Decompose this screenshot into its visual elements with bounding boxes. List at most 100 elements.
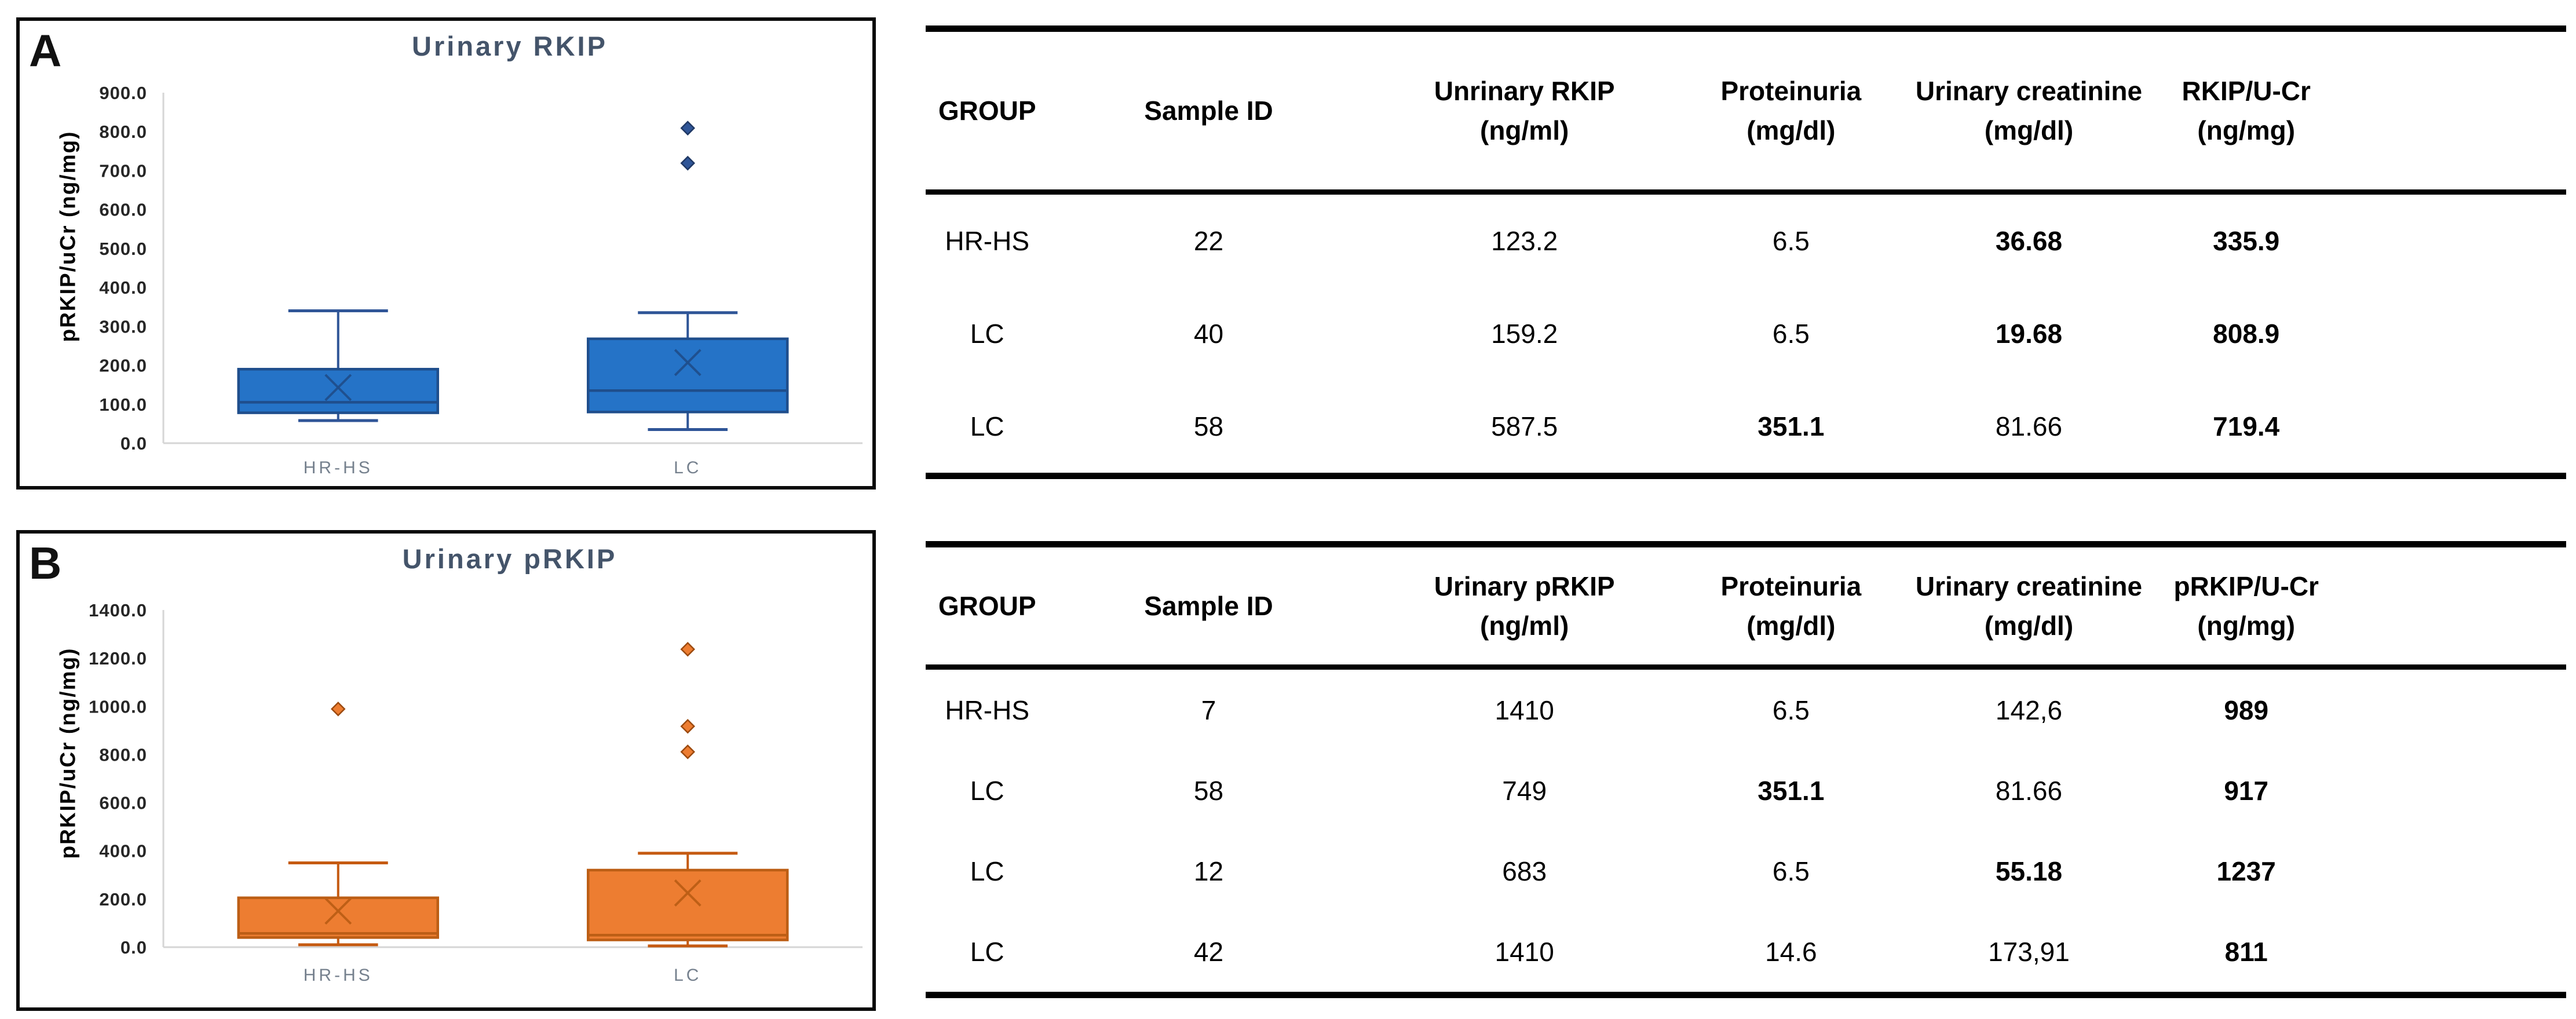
mean-marker: [674, 879, 701, 907]
table-cell: 683: [1502, 856, 1547, 886]
table-cell: 19.68: [1995, 319, 2063, 349]
table-cell: 808.9: [2213, 319, 2280, 349]
table-cell: 811: [2224, 936, 2268, 967]
table-cell: 58: [1193, 775, 1224, 806]
column-header-name: Unrinary RKIP: [1434, 76, 1615, 106]
table-cell: 42: [1193, 936, 1224, 967]
panel-label-b: B: [29, 538, 62, 589]
column-header-name: Proteinuria: [1720, 571, 1862, 601]
data-table-b: GROUP Sample ID Urinary pRKIP (ng/ml) Protei…: [926, 541, 2566, 998]
box: [587, 868, 789, 941]
column-header-name: Urinary creatinine: [1915, 76, 2143, 106]
column-header: Urinary creatinine (mg/dl): [1902, 28, 2156, 195]
table-cell: 1410: [1495, 695, 1554, 725]
table-cell: 55.18: [1995, 856, 2063, 886]
y-tick-label: 800.0: [99, 744, 147, 765]
table-cell: 40: [1193, 319, 1224, 349]
table-row: HR-HS 7 1410 6.5 142,6 989: [926, 667, 2566, 751]
column-header: GROUP: [926, 544, 1049, 670]
column-header: Proteinuria (mg/dl): [1680, 28, 1902, 195]
table-cell: LC: [970, 319, 1004, 349]
table-cell: 351.1: [1757, 775, 1825, 806]
table-b-header: GROUP Sample ID Urinary pRKIP (ng/ml) Protei…: [926, 544, 2566, 670]
y-tick-label: 700.0: [99, 160, 147, 181]
table-cell: 14.6: [1765, 936, 1817, 967]
table-cell: HR-HS: [945, 695, 1030, 725]
column-header-name: Urinary pRKIP: [1434, 571, 1615, 601]
table-cell: 36.68: [1995, 226, 2063, 256]
table-row: LC 58 587.5 351.1 81.66 719.4: [926, 380, 2566, 476]
column-header-name: Proteinuria: [1720, 76, 1862, 106]
table-cell: 749: [1502, 775, 1547, 806]
table-header-row: GROUP Sample ID Unrinary RKIP (ng/ml) Protei…: [926, 28, 2566, 195]
table-cell: 81.66: [1995, 775, 2063, 806]
table-cell: 6.5: [1772, 695, 1810, 725]
panel-label-a: A: [29, 25, 62, 76]
column-header-name: GROUP: [938, 96, 1036, 126]
outlier-marker: [680, 155, 696, 171]
y-tick-label: 1200.0: [89, 648, 147, 669]
table-cell: 159.2: [1491, 319, 1558, 349]
column-header-unit: (mg/dl): [1746, 115, 1836, 145]
spacer-column: [2336, 28, 2566, 195]
column-header: Proteinuria (mg/dl): [1680, 544, 1902, 670]
table-cell: 335.9: [2213, 226, 2280, 256]
table-cell: 58: [1193, 411, 1224, 441]
table-row: HR-HS 22 123.2 6.5 36.68 335.9: [926, 192, 2566, 288]
column-header: Unrinary RKIP (ng/ml): [1368, 28, 1680, 195]
mean-marker: [324, 374, 352, 401]
table-cell: 989: [2224, 695, 2269, 725]
column-header-name: Sample ID: [1144, 591, 1273, 621]
column-header: RKIP/U-Cr (ng/mg): [2155, 28, 2337, 195]
table-cell: 173,91: [1988, 936, 2070, 967]
y-tick-label: 400.0: [99, 277, 147, 298]
mean-marker: [674, 349, 701, 377]
table-cell: LC: [970, 856, 1004, 886]
table-cell: 12: [1193, 856, 1224, 886]
table-cell: 6.5: [1772, 226, 1810, 256]
table-cell: 81.66: [1995, 411, 2063, 441]
box-group-HR-HS: [237, 702, 439, 947]
column-header-name: RKIP/U-Cr: [2182, 76, 2311, 106]
box-group-LC: [587, 641, 789, 948]
y-tick-label: 1000.0: [89, 696, 147, 717]
table-cell: 1237: [2216, 856, 2276, 886]
table-cell: 6.5: [1772, 856, 1810, 886]
boxplot-b-svg: 0.0 200.0 400.0 600.0 800.0 1000.0 1200.0 1400.…: [89, 600, 863, 985]
y-tick-label: 0.0: [120, 433, 147, 454]
table-cell: 142,6: [1995, 695, 2063, 725]
column-header-name: Urinary creatinine: [1915, 571, 2143, 601]
data-table-a: GROUP Sample ID Unrinary RKIP (ng/ml) Protei…: [926, 25, 2566, 479]
spacer-column: [2336, 544, 2566, 670]
y-tick-label: 400.0: [99, 841, 147, 861]
column-header-name: Sample ID: [1144, 96, 1273, 126]
table-row: LC 42 1410 14.6 173,91 811: [926, 911, 2566, 995]
column-header: GROUP: [926, 28, 1049, 195]
table-cell: LC: [970, 411, 1004, 441]
chart-title-b: Urinary pRKIP: [402, 543, 617, 574]
outlier-marker: [330, 702, 346, 717]
table-cell: HR-HS: [945, 226, 1030, 256]
column-header-unit: (ng/mg): [2197, 115, 2296, 145]
mean-marker: [324, 897, 352, 925]
table-cell: LC: [970, 936, 1004, 967]
y-axis-title-b: pRKIP/uCr (ng/mg): [42, 534, 94, 973]
table-cell: 351.1: [1757, 411, 1825, 441]
box: [587, 337, 789, 414]
outlier-marker: [680, 744, 696, 759]
x-category-label: LC: [674, 458, 701, 477]
y-tick-label: 500.0: [99, 239, 147, 259]
table-cell: 123.2: [1491, 226, 1558, 256]
y-axis-title-a: pRKIP/uCr (ng/mg): [42, 21, 94, 451]
column-header-unit: (mg/dl): [1746, 611, 1836, 641]
column-header-unit: (mg/dl): [1984, 611, 2074, 641]
column-header-unit: (ng/mg): [2197, 611, 2296, 641]
spacer-cell: [2336, 192, 2566, 288]
chart-panel-b: B Urinary pRKIP pRKIP/uCr (ng/mg) 0.0 200…: [16, 530, 876, 1011]
column-header: Sample ID: [1048, 544, 1369, 670]
x-category-label: LC: [674, 966, 701, 985]
table-cell: 22: [1193, 226, 1224, 256]
column-header-unit: (ng/ml): [1480, 115, 1569, 145]
y-tick-label: 600.0: [99, 200, 147, 220]
y-axis-title-text: pRKIP/uCr (ng/mg): [56, 647, 79, 859]
